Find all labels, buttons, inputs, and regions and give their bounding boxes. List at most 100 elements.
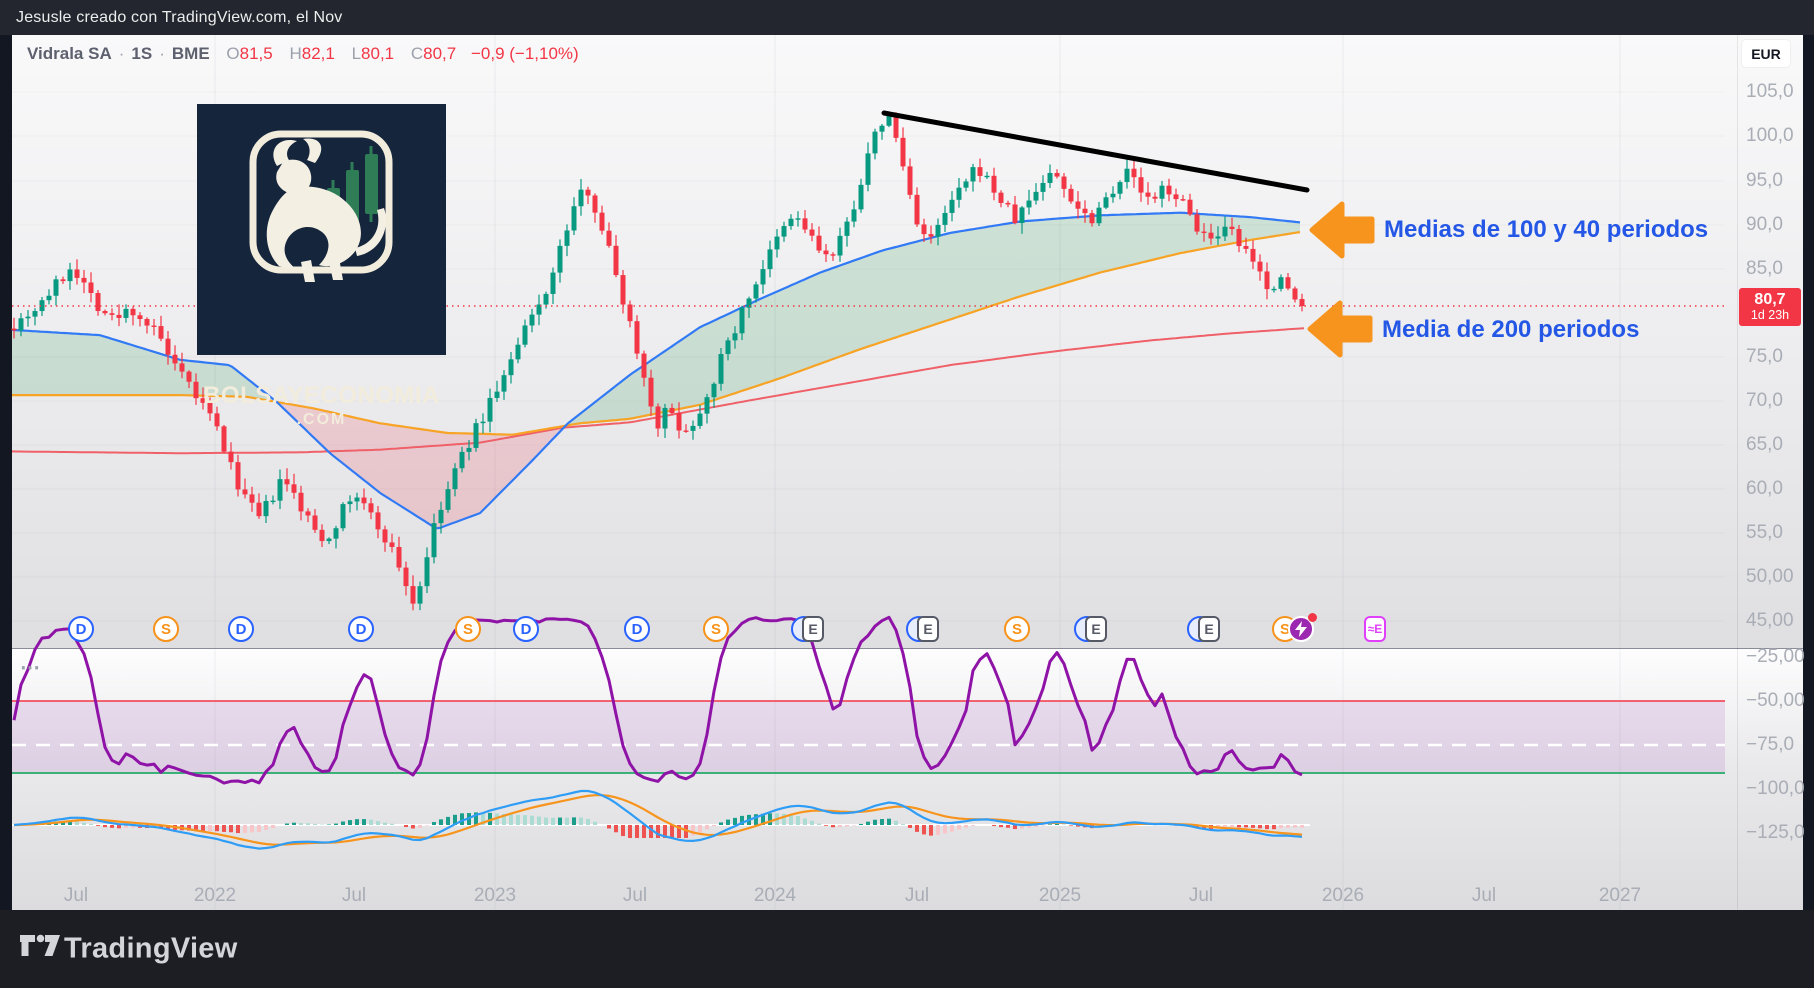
time-axis-label[interactable]: 2025 <box>1038 885 1082 906</box>
high-label: H <box>289 44 302 63</box>
time-axis-label[interactable]: Jul <box>341 885 367 906</box>
price-axis-label: 105,0 <box>1746 81 1794 102</box>
price-axis-label: −75,0 <box>1746 734 1795 755</box>
dividend-marker-icon: D <box>513 616 539 642</box>
dividend-marker-icon: D <box>68 616 94 642</box>
event-marker-sb[interactable]: S <box>1272 613 1317 644</box>
event-marker-e[interactable]: E <box>906 616 943 644</box>
dividend-marker-icon: D <box>348 616 374 642</box>
indicator-menu-button[interactable]: ⋯ <box>20 657 42 679</box>
event-marker-e[interactable]: E <box>1187 616 1224 644</box>
open-value: 81,5 <box>239 44 273 63</box>
earnings-marker-icon: E <box>1198 616 1220 642</box>
split-marker-icon: S <box>1272 616 1298 642</box>
split-marker-icon: S <box>1004 616 1030 642</box>
open-label: O <box>226 44 240 63</box>
earnings-marker-icon: E <box>1085 616 1107 642</box>
change-value: −0,9 (−1,10%) <box>470 44 579 63</box>
event-marker-ep[interactable]: ≈E <box>1364 616 1392 644</box>
time-axis-label[interactable]: Jul <box>63 885 89 906</box>
price-axis-label: 60,0 <box>1746 478 1783 499</box>
candlestick-series <box>11 112 1305 611</box>
price-axis-label: 75,0 <box>1746 346 1783 367</box>
bar-countdown: 1d 23h <box>1750 307 1790 322</box>
event-marker-s[interactable]: S <box>153 616 181 644</box>
event-marker-e[interactable]: E <box>791 616 828 644</box>
time-axis-label[interactable]: 2022 <box>193 885 237 906</box>
price-axis-label: −25,00 <box>1746 646 1805 667</box>
event-marker-s[interactable]: S <box>1004 616 1032 644</box>
price-axis-label: 50,00 <box>1746 566 1794 587</box>
notification-dot <box>1308 613 1317 622</box>
event-marker-d[interactable]: D <box>68 616 96 644</box>
arrow-ma-100-40[interactable] <box>1309 201 1375 259</box>
dividend-marker-icon: D <box>228 616 254 642</box>
event-marker-d[interactable]: D <box>228 616 256 644</box>
event-marker-s[interactable]: S <box>703 616 731 644</box>
symbol-name[interactable]: Vidrala SA <box>27 44 112 63</box>
price-axis-label: −100,0 <box>1746 778 1805 799</box>
time-axis-label[interactable]: Jul <box>904 885 930 906</box>
close-value: 80,7 <box>423 44 457 63</box>
event-marker-d[interactable]: D <box>513 616 541 644</box>
wpr-band <box>12 701 1725 773</box>
williams-r-line[interactable] <box>12 615 1303 785</box>
time-axis-label[interactable]: Jul <box>1188 885 1214 906</box>
price-axis-label: 100,0 <box>1746 125 1794 146</box>
close-label: C <box>410 44 424 63</box>
split-marker-icon: S <box>455 616 481 642</box>
time-axis-label[interactable]: Jul <box>1471 885 1497 906</box>
legend-separator: · <box>159 44 165 63</box>
legend-separator: · <box>118 44 125 63</box>
price-axis-label: 45,00 <box>1746 610 1794 631</box>
time-axis-label[interactable]: Jul <box>622 885 648 906</box>
time-axis-label[interactable]: 2026 <box>1321 885 1365 906</box>
macd-line[interactable] <box>13 789 1303 850</box>
bolsayeconomia-logo: BOLSAYECONOMIA .COM <box>197 104 446 428</box>
time-axis-label[interactable]: 2024 <box>753 885 797 906</box>
high-value: 82,1 <box>301 44 335 63</box>
annotation-ma-100-40[interactable]: Medias de 100 y 40 periodos <box>1384 216 1709 243</box>
time-axis-label[interactable]: 2027 <box>1598 885 1642 906</box>
macd-histogram <box>19 812 1304 838</box>
logo-text-line2: .COM <box>296 411 347 428</box>
currency-badge[interactable]: EUR <box>1742 40 1790 67</box>
price-axis-label: −50,00 <box>1746 690 1805 711</box>
price-axis-label: 90,0 <box>1746 214 1783 235</box>
earnings-marker-icon: E <box>802 616 824 642</box>
tradingview-logo-icon[interactable] <box>20 934 62 964</box>
earnings-marker-icon: E <box>917 616 939 642</box>
macd-signal-line[interactable] <box>13 794 1303 846</box>
time-axis-label[interactable]: 2023 <box>473 885 517 906</box>
symbol-interval[interactable]: 1S <box>131 44 153 63</box>
price-axis-label: 70,0 <box>1746 390 1783 411</box>
indicator-panel[interactable] <box>12 648 1803 910</box>
last-price-value: 80,7 <box>1754 291 1786 308</box>
logo-text-line1: BOLSAYECONOMIA <box>203 382 440 409</box>
low-value: 80,1 <box>361 44 395 63</box>
symbol-legend[interactable]: Vidrala SA · 1S · BME O81,5 H82,1 L80,1 C80,… <box>27 44 579 64</box>
split-marker-icon: S <box>153 616 179 642</box>
descending-trendline[interactable] <box>881 110 1310 193</box>
event-marker-s[interactable]: S <box>455 616 483 644</box>
price-scale[interactable] <box>1737 35 1803 910</box>
last-price-tag: 80,7 1d 23h <box>1739 288 1801 326</box>
gridlines <box>214 35 1621 910</box>
tradingview-brand-text[interactable]: TradingView <box>64 932 238 965</box>
price-axis-label: 95,0 <box>1746 170 1783 191</box>
arrow-ma-200[interactable] <box>1307 300 1373 358</box>
event-marker-d[interactable]: D <box>624 616 652 644</box>
event-marker-d[interactable]: D <box>348 616 376 644</box>
top-attribution-bar: Jesusle creado con TradingView.com, el N… <box>0 0 1814 35</box>
price-axis-label: 85,0 <box>1746 258 1783 279</box>
low-label: L <box>351 44 362 63</box>
symbol-exchange[interactable]: BME <box>171 44 210 63</box>
price-axis-label: −125,0 <box>1746 822 1805 843</box>
annotation-ma-200[interactable]: Media de 200 periodos <box>1382 316 1640 343</box>
attribution-text: Jesusle creado con TradingView.com, el N… <box>16 8 343 26</box>
event-marker-e[interactable]: E <box>1074 616 1111 644</box>
footer-bar: TradingView <box>0 910 1814 988</box>
split-marker-icon: S <box>703 616 729 642</box>
